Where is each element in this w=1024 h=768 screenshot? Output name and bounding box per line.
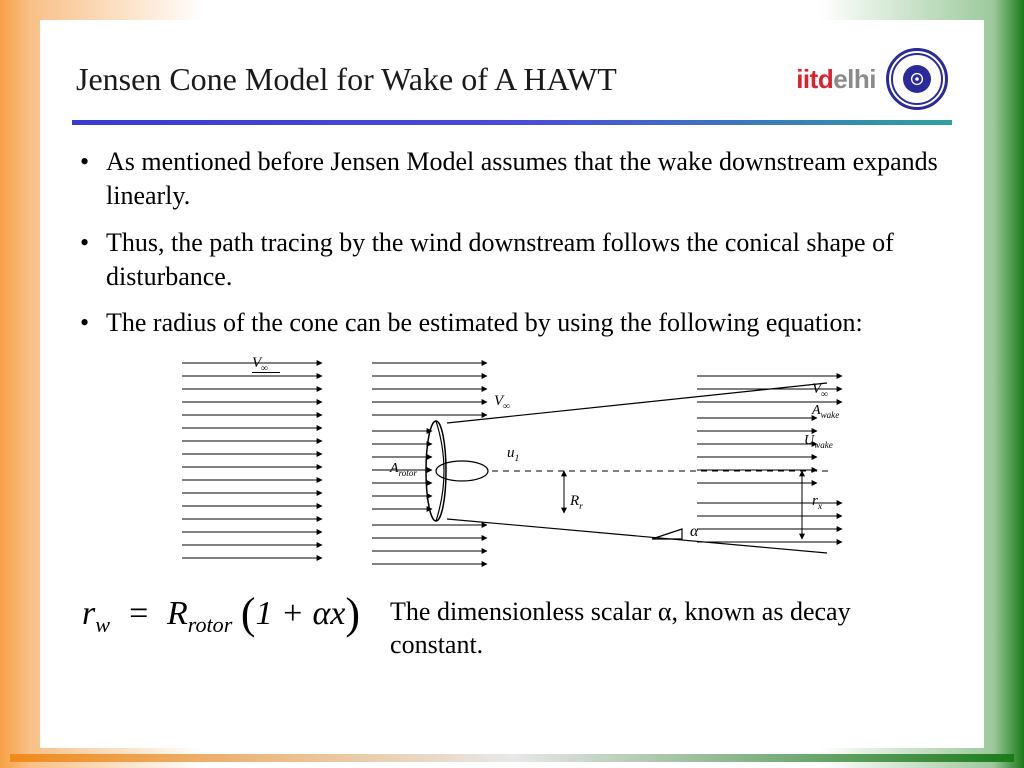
bottom-row: rw = Rrotor (1 + αx) The dimensionless s…: [76, 595, 948, 663]
label-rr: Rr: [570, 493, 583, 512]
label-u1: u1: [507, 445, 519, 464]
label-vinf-1: V∞: [252, 355, 280, 373]
equation: rw = Rrotor (1 + αx): [76, 595, 360, 638]
label-vinf-3: V∞: [812, 381, 828, 400]
logo-group: iitdelhi: [796, 48, 948, 110]
iit-seal-icon: [886, 48, 948, 110]
bullet-item: As mentioned before Jensen Model assumes…: [76, 145, 948, 214]
iitd-rest: elhi: [833, 64, 876, 94]
title-underline: [72, 120, 952, 125]
label-awake: Awake: [812, 403, 839, 420]
label-alpha: α: [690, 523, 698, 541]
wake-diagram: V∞ V∞ V∞ Arotor u1 Rr Awake Uwake rx α: [172, 353, 852, 583]
header-row: Jensen Cone Model for Wake of A HAWT iit…: [76, 48, 948, 110]
bottom-border: [10, 754, 1014, 762]
bullet-item: The radius of the cone can be estimated …: [76, 306, 948, 340]
iitd-logo-text: iitdelhi: [796, 64, 876, 95]
equation-caption: The dimensionless scalar α, known as dec…: [390, 595, 948, 663]
slide-title: Jensen Cone Model for Wake of A HAWT: [76, 61, 617, 98]
slide-body: Jensen Cone Model for Wake of A HAWT iit…: [40, 20, 984, 748]
label-arotor: Arotor: [390, 461, 417, 478]
diagram-svg: [172, 353, 852, 583]
label-rx: rx: [812, 493, 822, 512]
bullet-item: Thus, the path tracing by the wind downs…: [76, 226, 948, 295]
bullet-list: As mentioned before Jensen Model assumes…: [76, 145, 948, 341]
label-uwake: Uwake: [804, 433, 833, 450]
iitd-first: d: [818, 64, 833, 94]
label-vinf-2: V∞: [494, 393, 510, 412]
iitd-prefix: iit: [796, 64, 818, 94]
